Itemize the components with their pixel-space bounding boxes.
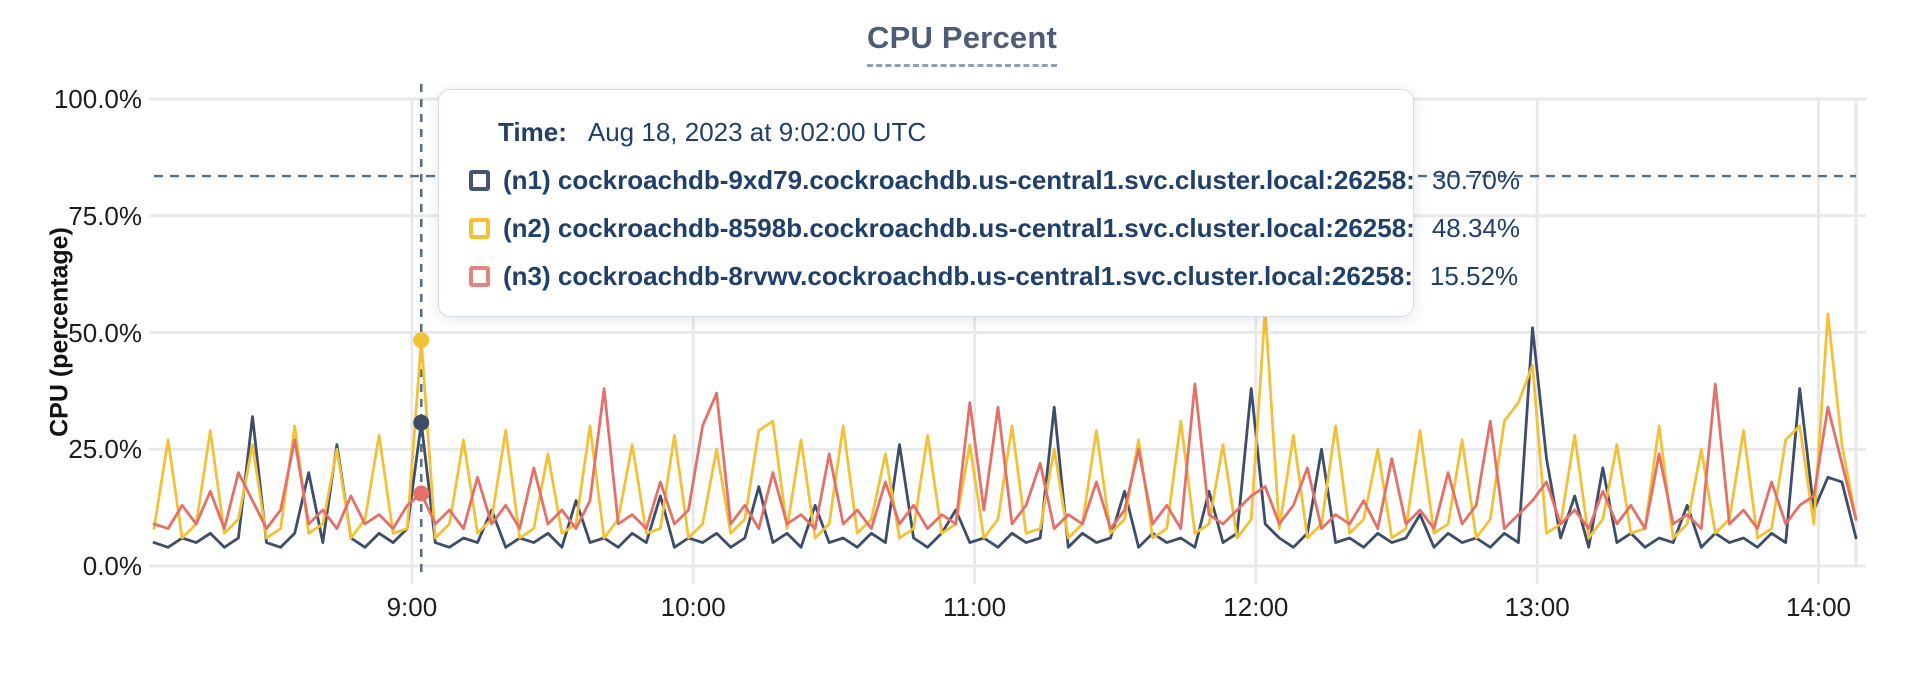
y-tick-label: 0.0% <box>82 551 142 581</box>
tooltip-series-row-n3: (n3) cockroachdb-8rvwv.cockroachdb.us-ce… <box>469 260 1518 294</box>
tooltip-time-label: Time: <box>498 116 567 147</box>
x-tick-label: 9:00 <box>386 592 438 622</box>
x-tick-label: 11:00 <box>942 592 1007 622</box>
tooltip-series-row-n2: (n2) cockroachdb-8598b.cockroachdb.us-ce… <box>469 212 1520 246</box>
series-n1-value: 30.70% <box>1431 164 1521 195</box>
series-n1-label: (n1) cockroachdb-9xd79.cockroachdb.us-ce… <box>503 164 1415 195</box>
series-n2-swatch-icon <box>469 218 490 240</box>
y-tick-label: 75.0% <box>68 200 142 231</box>
tooltip-series-row-n1: (n1) cockroachdb-9xd79.cockroachdb.us-ce… <box>469 163 1520 197</box>
x-tick-label: 10:00 <box>660 592 726 622</box>
series-n1-swatch-icon <box>469 169 490 191</box>
series-n3-value: 15.52% <box>1429 261 1519 292</box>
y-tick-label: 50.0% <box>68 317 142 348</box>
chart-title: CPU Percent <box>0 20 1924 67</box>
chart-title-text: CPU Percent <box>867 20 1057 67</box>
x-tick-label: 12:00 <box>1223 592 1289 622</box>
tooltip-time-value: Aug 18, 2023 at 9:02:00 UTC <box>587 116 927 147</box>
series-n3-label: (n3) cockroachdb-8rvwv.cockroachdb.us-ce… <box>503 261 1413 292</box>
series-n3-swatch-icon <box>469 266 490 288</box>
tooltip-time-row: Time: Aug 18, 2023 at 9:02:00 UTC <box>469 115 1379 149</box>
y-tick-label: 25.0% <box>68 434 142 465</box>
x-tick-label: 13:00 <box>1504 592 1570 622</box>
x-tick-label: 14:00 <box>1785 592 1852 622</box>
series-n2-label: (n2) cockroachdb-8598b.cockroachdb.us-ce… <box>503 213 1415 244</box>
y-tick-label: 100.0% <box>53 84 142 114</box>
chart-hover-tooltip: Time: Aug 18, 2023 at 9:02:00 UTC (n1) c… <box>438 89 1520 317</box>
series-n2-value: 48.34% <box>1431 213 1521 244</box>
